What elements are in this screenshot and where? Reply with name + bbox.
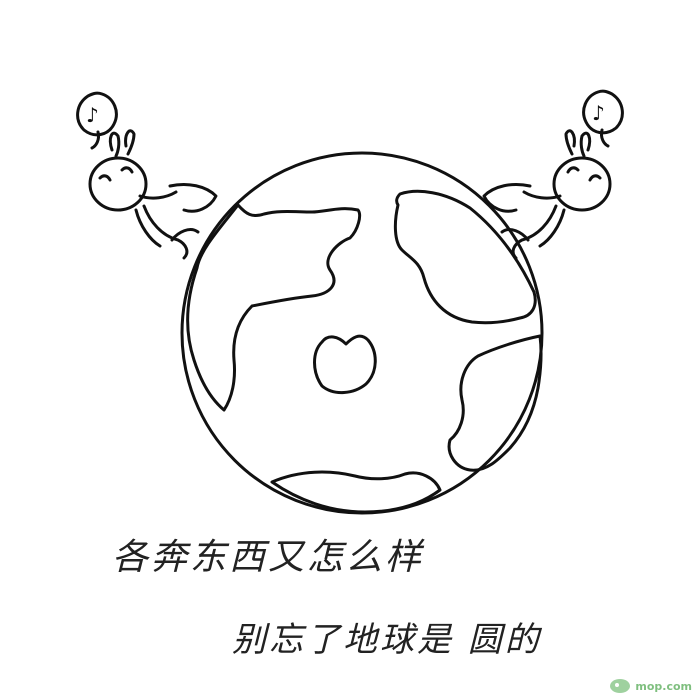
caption-line-2: 别忘了地球是 圆的	[232, 620, 542, 660]
right-speech-bubble	[582, 89, 624, 148]
left-speech-bubble	[76, 91, 118, 150]
left-rabbit-character	[88, 129, 218, 260]
caption-line-1: 各奔东西又怎么样	[112, 537, 425, 578]
watermark-text: mop.com	[635, 679, 692, 693]
mop-logo-icon	[610, 679, 631, 693]
left-music-note-icon: ♪	[86, 103, 99, 127]
site-watermark: mop.com	[609, 678, 692, 694]
globe-icon	[180, 151, 544, 515]
right-rabbit-character	[482, 129, 612, 260]
right-music-note-icon: ♪	[592, 101, 605, 125]
